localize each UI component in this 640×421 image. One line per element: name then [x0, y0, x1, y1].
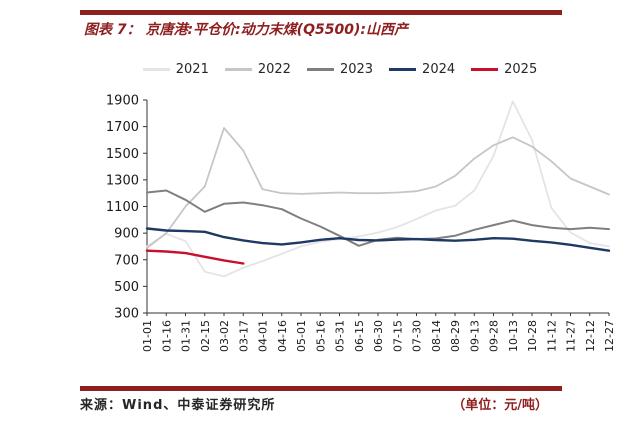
- series-line-2021: [146, 100, 610, 278]
- x-axis-label: 10-13: [507, 320, 520, 352]
- legend-item-2025: 2025: [471, 62, 537, 77]
- series-line-2023: [146, 189, 610, 247]
- x-axis-label: 06-15: [353, 320, 366, 352]
- series-line-2022: [146, 127, 610, 249]
- chart-container: 300 500 700 900 1100 1300 1500 1700 1900 01-01 01-…: [92, 84, 617, 378]
- x-axis-label: 11-12: [545, 320, 558, 352]
- legend-swatch: [224, 67, 252, 71]
- x-axis-label: 03-17: [237, 320, 250, 352]
- x-axis-label: 02-15: [199, 320, 212, 352]
- x-axis-label: 01-01: [141, 320, 154, 352]
- x-axis-label: 12-27: [603, 320, 616, 352]
- y-axis-label: 1700: [106, 120, 139, 135]
- y-axis-label: 700: [114, 253, 139, 268]
- x-axis-label: 01-16: [160, 320, 173, 352]
- page-title: 图表 7： 京唐港:平仓价:动力末煤(Q5500):山西产: [84, 22, 408, 38]
- x-axis-label: 06-30: [372, 320, 385, 352]
- legend-label: 2023: [339, 61, 374, 77]
- legend-label: 2021: [175, 61, 209, 77]
- footer: 来源：Wind、中泰证券研究所 （单位：元/吨）: [80, 394, 562, 413]
- legend-item-2024: 2024: [389, 62, 455, 77]
- unit-text: （单位：元/吨）: [452, 398, 548, 413]
- x-axis-label: 07-15: [391, 320, 404, 352]
- y-axis-label: 1100: [106, 200, 139, 215]
- legend-item-2023: 2023: [306, 61, 374, 77]
- series-line-2025: [145, 249, 245, 265]
- source-text: 来源：Wind、中泰证券研究所: [80, 394, 275, 413]
- x-axis-label: 11-27: [565, 320, 578, 352]
- x-axis-label: 05-16: [314, 320, 327, 352]
- x-axis-label: 09-28: [488, 320, 501, 352]
- y-axis-label: 1300: [106, 173, 139, 188]
- legend-label: 2025: [504, 61, 538, 77]
- legend-swatch: [471, 67, 499, 71]
- x-axis-label: 05-01: [295, 320, 308, 352]
- y-axis-label: 1900: [106, 94, 139, 109]
- x-axis-label: 09-13: [468, 320, 481, 352]
- x-axis-label: 03-02: [218, 320, 231, 352]
- legend: 2021 2022 2023 2024 2025: [100, 59, 580, 79]
- series-line-2024: [145, 227, 611, 252]
- legend-swatch: [142, 67, 170, 71]
- x-axis-label: 10-28: [526, 320, 539, 352]
- y-axis-label: 1500: [106, 147, 139, 162]
- source-label: 来源：: [80, 398, 123, 413]
- x-axis-label: 05-31: [334, 320, 347, 352]
- x-axis-label: 07-30: [411, 320, 424, 352]
- legend-swatch: [306, 67, 334, 71]
- legend-item-2021: 2021: [142, 61, 209, 77]
- x-axis-label: 12-12: [584, 320, 597, 352]
- x-axis-label: 01-31: [180, 320, 193, 352]
- legend-swatch: [389, 67, 417, 71]
- bottom-rule: [80, 386, 562, 391]
- source-value: Wind、中泰证券研究所: [122, 398, 276, 413]
- y-axis-label: 300: [114, 307, 139, 322]
- y-axis-label: 900: [114, 227, 139, 242]
- legend-label: 2024: [422, 61, 456, 77]
- chart-svg: 300 500 700 900 1100 1300 1500 1700 1900 01-01 01-…: [106, 94, 616, 352]
- legend-item-2022: 2022: [224, 61, 291, 77]
- x-axis-label: 08-14: [430, 320, 443, 352]
- top-rule: [80, 10, 562, 15]
- x-axis-label: 08-29: [449, 320, 462, 352]
- legend-label: 2022: [257, 61, 291, 77]
- y-axis-label: 500: [114, 280, 139, 295]
- x-axis-label: 04-16: [276, 320, 289, 352]
- x-axis-label: 04-01: [257, 320, 270, 352]
